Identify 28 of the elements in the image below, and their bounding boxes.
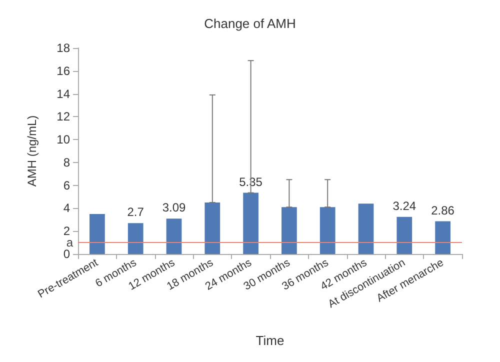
bar xyxy=(396,216,412,254)
bar xyxy=(435,221,450,254)
data-label: 2.86 xyxy=(431,203,455,218)
bar xyxy=(128,223,144,254)
y-tick-label: 8 xyxy=(63,155,70,170)
y-tick-label: 4 xyxy=(63,201,70,216)
bar xyxy=(204,202,220,254)
bar xyxy=(320,207,336,254)
data-label: 2.7 xyxy=(127,205,144,220)
bar xyxy=(243,192,258,254)
ref-line-label: a xyxy=(66,236,74,250)
x-axis-title: Time xyxy=(256,333,284,348)
bar xyxy=(166,218,182,254)
y-tick-label: 12 xyxy=(56,110,70,124)
y-axis-title: AMH (ng/mL) xyxy=(25,115,39,187)
y-tick-label: 16 xyxy=(56,64,70,78)
y-tick-label: 10 xyxy=(56,132,70,147)
chart-title: Change of AMH xyxy=(204,16,296,31)
bar xyxy=(282,207,297,254)
y-tick-label: 6 xyxy=(63,178,70,192)
y-tick-label: 14 xyxy=(56,86,70,101)
data-label: 3.09 xyxy=(162,200,186,215)
data-label: 3.24 xyxy=(392,198,416,213)
bar xyxy=(358,204,374,254)
y-tick-label: 18 xyxy=(56,41,70,55)
y-tick-label: 0 xyxy=(63,247,70,261)
bar xyxy=(90,214,105,254)
y-tick-label: 2 xyxy=(63,224,70,238)
